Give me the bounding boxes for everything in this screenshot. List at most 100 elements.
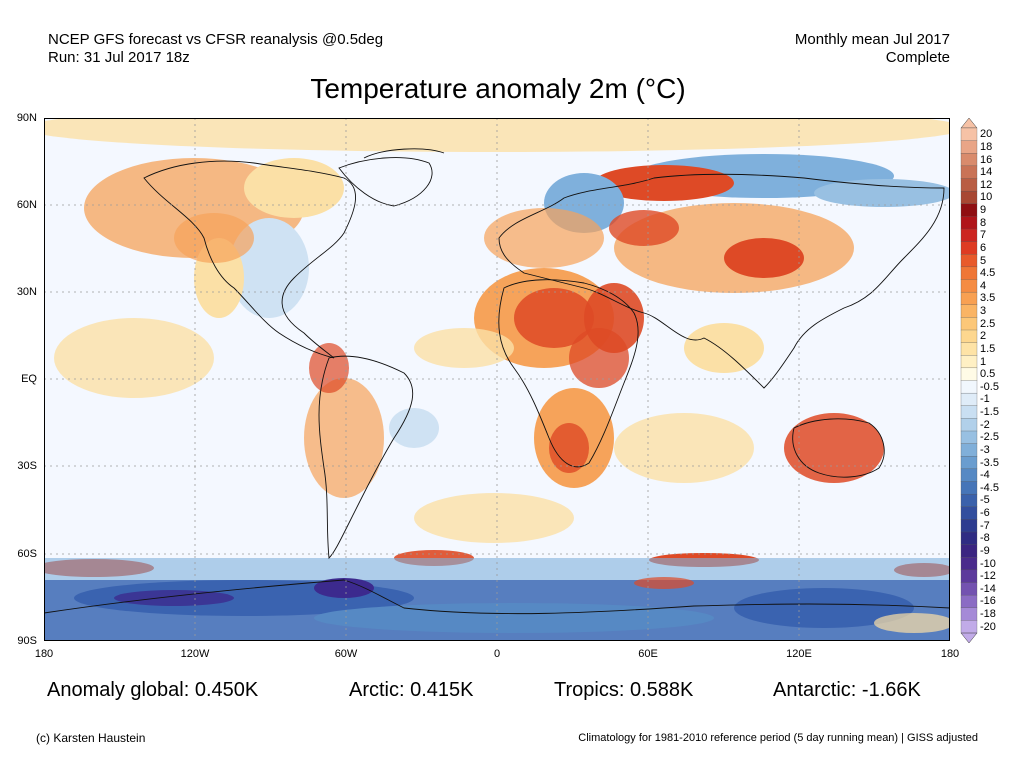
colorbar-swatch xyxy=(960,153,978,167)
colorbar-label: -4 xyxy=(980,469,990,482)
colorbar-bottom-arrow xyxy=(960,632,978,643)
colorbar-label: -14 xyxy=(980,582,996,595)
colorbar-label: 4 xyxy=(980,279,987,292)
colorbar-label: -9 xyxy=(980,544,990,557)
anomaly-map xyxy=(44,118,950,641)
colorbar-swatch xyxy=(960,443,978,457)
colorbar-label: 2.5 xyxy=(980,317,996,330)
colorbar-label: 7 xyxy=(980,229,987,242)
header-left: NCEP GFS forecast vs CFSR reanalysis @0.… xyxy=(48,31,383,67)
colorbar-label: 6 xyxy=(980,241,987,254)
colorbar-label: 10 xyxy=(980,191,993,204)
lon-label: 120E xyxy=(786,648,812,660)
copyright: (c) Karsten Haustein xyxy=(36,731,146,745)
colorbar-swatch xyxy=(960,165,978,179)
colorbar-label: -2 xyxy=(980,418,990,431)
colorbar-swatch xyxy=(960,367,978,381)
colorbar-swatch xyxy=(960,481,978,495)
colorbar-label: 16 xyxy=(980,153,993,166)
status-label: Complete xyxy=(885,49,950,66)
colorbar-label: -18 xyxy=(980,608,996,621)
colorbar-label: -1 xyxy=(980,393,990,406)
lat-label: 90N xyxy=(16,112,37,124)
colorbar-label: -12 xyxy=(980,570,996,583)
colorbar-label: -1.5 xyxy=(980,406,999,419)
colorbar-swatch xyxy=(960,216,978,230)
colorbar-swatch xyxy=(960,317,978,331)
colorbar xyxy=(960,118,978,643)
colorbar-label: -7 xyxy=(980,519,990,532)
colorbar-swatch xyxy=(960,557,978,571)
colorbar-label: -2.5 xyxy=(980,431,999,444)
colorbar-swatch xyxy=(960,392,978,407)
map-frame xyxy=(44,118,950,641)
header-right: Monthly mean Jul 2017 Complete xyxy=(795,31,950,67)
lat-label: 30N xyxy=(16,286,37,298)
model-description: NCEP GFS forecast vs CFSR reanalysis @0.… xyxy=(48,31,384,48)
colorbar-swatch xyxy=(960,405,978,419)
run-time: Run: 31 Jul 2017 18z xyxy=(48,49,190,66)
colorbar-swatch xyxy=(960,279,978,293)
colorbar-swatch xyxy=(960,266,978,280)
colorbar-label: 0.5 xyxy=(980,368,996,381)
lon-label: 120W xyxy=(180,648,210,660)
lon-label: 60E xyxy=(638,648,658,660)
colorbar-label: 9 xyxy=(980,204,987,217)
colorbar-swatch xyxy=(960,607,978,621)
colorbar-swatch xyxy=(960,304,978,318)
lat-label: EQ xyxy=(21,373,37,385)
colorbar-label: 2 xyxy=(980,330,987,343)
colorbar-swatch xyxy=(960,203,978,217)
colorbar-label: -3.5 xyxy=(980,456,999,469)
period-label: Monthly mean Jul 2017 xyxy=(794,31,950,48)
colorbar-swatch xyxy=(960,190,978,205)
lat-label: 30S xyxy=(17,460,37,472)
colorbar-swatch xyxy=(960,569,978,583)
colorbar-swatch xyxy=(960,127,978,141)
colorbar-label: -6 xyxy=(980,507,990,520)
colorbar-swatch xyxy=(960,329,978,343)
colorbar-label: -0.5 xyxy=(980,380,999,393)
colorbar-swatch xyxy=(960,468,978,482)
colorbar-label: 1.5 xyxy=(980,342,996,355)
colorbar-label: -20 xyxy=(980,620,996,633)
colorbar-swatch xyxy=(960,594,978,609)
colorbar-label: -3 xyxy=(980,443,990,456)
colorbar-label: 20 xyxy=(980,128,993,141)
arctic-anomaly: Arctic: 0.415K xyxy=(349,679,474,701)
colorbar-swatch xyxy=(960,140,978,154)
colorbar-swatch xyxy=(960,456,978,470)
colorbar-label: 5 xyxy=(980,254,987,267)
colorbar-label: 3.5 xyxy=(980,292,996,305)
colorbar-swatch xyxy=(960,418,978,432)
colorbar-swatch xyxy=(960,544,978,558)
colorbar-swatch xyxy=(960,519,978,533)
colorbar-swatch xyxy=(960,254,978,268)
colorbar-top-arrow xyxy=(960,118,978,129)
colorbar-label: 12 xyxy=(980,178,993,191)
colorbar-label: 1 xyxy=(980,355,987,368)
colorbar-label: 8 xyxy=(980,216,987,229)
colorbar-label: -10 xyxy=(980,557,996,570)
colorbar-swatch xyxy=(960,582,978,596)
colorbar-swatch xyxy=(960,228,978,242)
colorbar-label: 4.5 xyxy=(980,267,996,280)
anomaly-stats: Anomaly global: 0.450K Arctic: 0.415K Tr… xyxy=(0,679,1024,707)
lat-label: 60N xyxy=(16,199,37,211)
colorbar-swatch xyxy=(960,506,978,520)
colorbar-swatch xyxy=(960,178,978,192)
lon-label: 0 xyxy=(493,648,501,660)
colorbar-swatch xyxy=(960,620,978,634)
colorbar-swatch xyxy=(960,342,978,356)
colorbar-label: 18 xyxy=(980,140,993,153)
map-title: Temperature anomaly 2m (°C) xyxy=(310,73,686,104)
colorbar-swatch xyxy=(960,493,978,508)
colorbar-label: -4.5 xyxy=(980,481,999,494)
colorbar-swatch xyxy=(960,291,978,306)
graticule xyxy=(44,118,950,641)
colorbar-label: -5 xyxy=(980,494,990,507)
lon-label: 180 xyxy=(34,648,54,660)
tropics-anomaly: Tropics: 0.588K xyxy=(554,679,694,701)
coastlines xyxy=(44,148,950,615)
colorbar-swatch xyxy=(960,380,978,394)
